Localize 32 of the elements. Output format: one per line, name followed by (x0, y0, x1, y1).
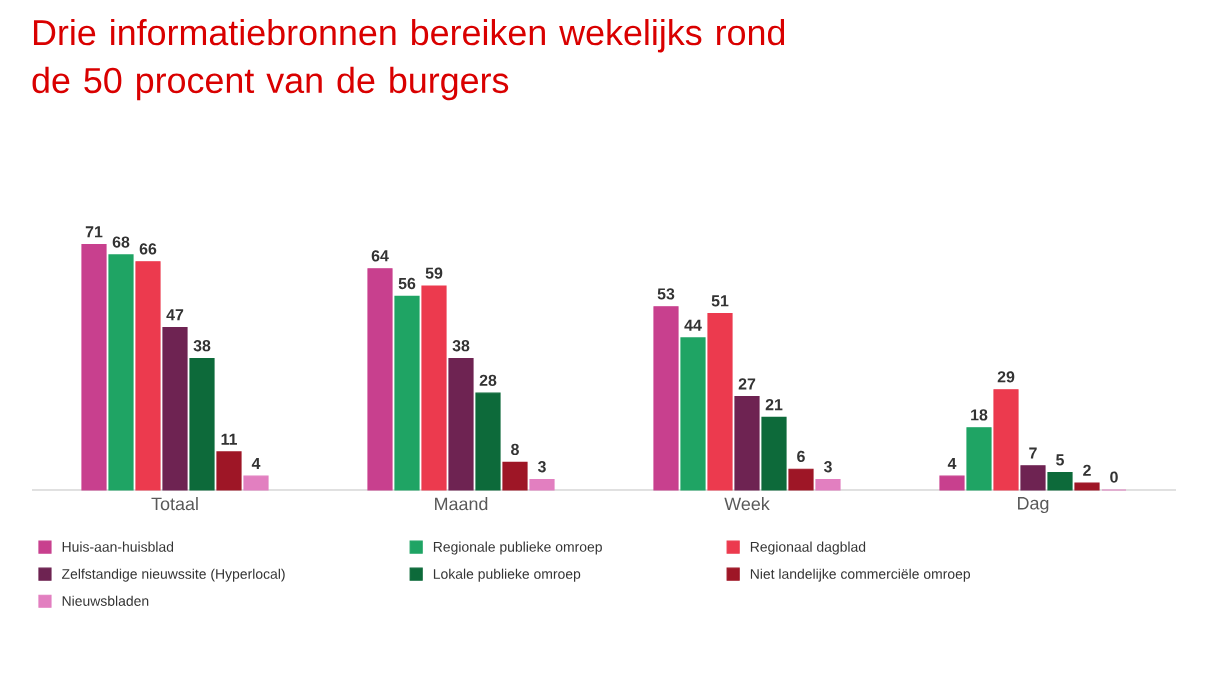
bar (939, 475, 965, 491)
bar (189, 358, 215, 491)
bar (707, 313, 733, 491)
bar (394, 295, 420, 491)
bar (475, 392, 501, 491)
bar (367, 268, 393, 491)
bar (243, 475, 269, 491)
chart-title: Drie informatiebronnen bereiken wekelijks rond de 50 procent van de burgers (32, 19, 785, 101)
bar (162, 326, 188, 491)
bar (815, 479, 841, 491)
bar (502, 461, 528, 491)
x-tick-label: Maand (435, 497, 488, 511)
bar (421, 285, 447, 491)
bar (734, 396, 760, 491)
bar (529, 479, 555, 491)
bar (448, 358, 474, 491)
bar (108, 254, 134, 491)
bar (135, 261, 161, 491)
bar (993, 389, 1019, 491)
x-tick-label: Week (724, 497, 770, 511)
bar (1047, 472, 1073, 491)
bar (966, 427, 992, 491)
bar (216, 451, 242, 491)
bar (1074, 482, 1100, 491)
bar (81, 243, 107, 491)
bar (788, 468, 814, 491)
x-tick-label: Totaal (151, 497, 198, 511)
bar (1020, 465, 1046, 491)
bar (653, 306, 679, 491)
bar (761, 416, 787, 491)
x-tick-label: Dag (1018, 497, 1049, 514)
bar (680, 337, 706, 491)
